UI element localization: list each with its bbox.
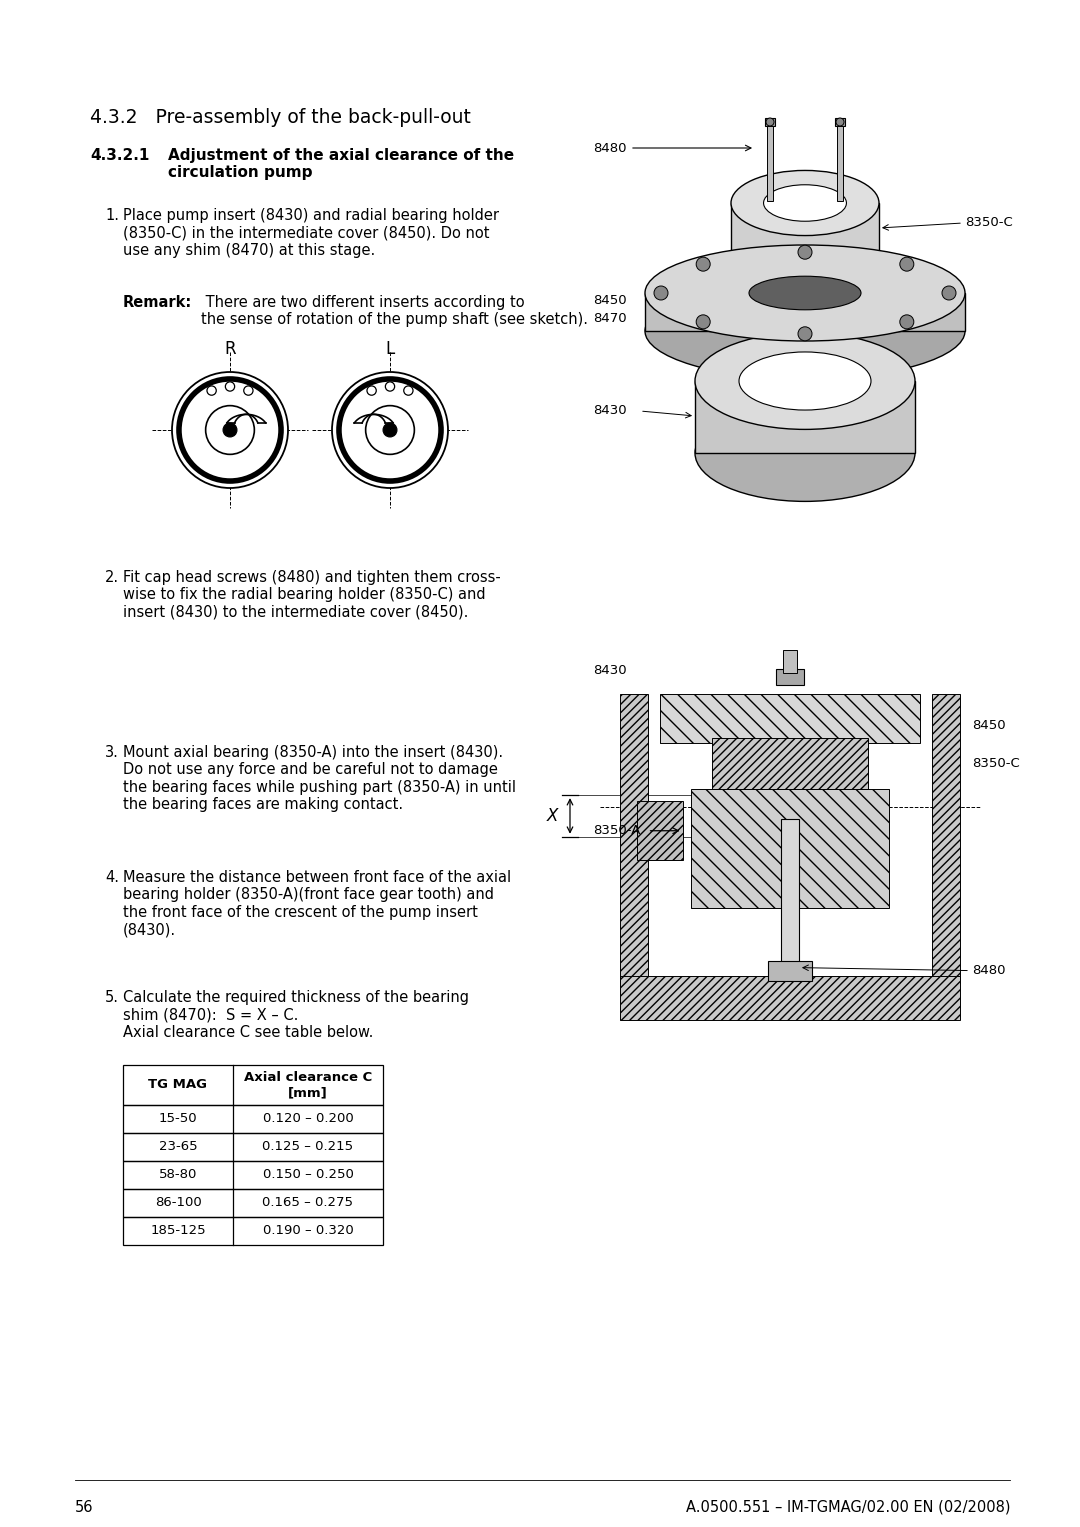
Circle shape <box>836 118 843 127</box>
Circle shape <box>367 386 376 395</box>
Text: 8430: 8430 <box>593 405 626 417</box>
Ellipse shape <box>696 333 915 429</box>
Bar <box>690 789 890 907</box>
Circle shape <box>386 382 394 391</box>
Text: 58-80: 58-80 <box>159 1168 198 1182</box>
Bar <box>637 802 683 860</box>
Bar <box>123 1106 383 1133</box>
Bar <box>123 1133 383 1161</box>
Ellipse shape <box>750 276 861 310</box>
Text: TG MAG: TG MAG <box>149 1078 207 1092</box>
Text: 8480: 8480 <box>972 964 1005 977</box>
Text: X: X <box>546 806 557 825</box>
Text: 4.3.2.1: 4.3.2.1 <box>90 148 149 163</box>
Bar <box>123 1217 383 1245</box>
Text: 8450: 8450 <box>593 295 626 307</box>
Ellipse shape <box>645 244 966 341</box>
Text: Fit cap head screws (8480) and tighten them cross-
wise to fix the radial bearin: Fit cap head screws (8480) and tighten t… <box>123 570 501 620</box>
Text: 8480: 8480 <box>593 142 626 154</box>
Bar <box>123 1161 383 1190</box>
Ellipse shape <box>731 171 879 235</box>
Text: L: L <box>386 341 394 359</box>
Text: 0.125 – 0.215: 0.125 – 0.215 <box>262 1141 353 1153</box>
Ellipse shape <box>764 185 847 221</box>
Ellipse shape <box>739 351 870 411</box>
Circle shape <box>697 257 711 272</box>
Text: R: R <box>225 341 235 359</box>
Bar <box>768 960 811 980</box>
Circle shape <box>798 246 812 260</box>
Ellipse shape <box>696 405 915 501</box>
Bar <box>660 695 920 742</box>
Text: Remark:: Remark: <box>123 295 192 310</box>
Text: Place pump insert (8430) and radial bearing holder
(8350-C) in the intermediate : Place pump insert (8430) and radial bear… <box>123 208 499 258</box>
Text: 3.: 3. <box>105 745 119 760</box>
Text: Calculate the required thickness of the bearing
shim (8470):  S = X – C.
Axial c: Calculate the required thickness of the … <box>123 989 469 1040</box>
Bar <box>932 695 960 983</box>
Bar <box>783 651 797 672</box>
Text: There are two different inserts according to
the sense of rotation of the pump s: There are two different inserts accordin… <box>201 295 588 327</box>
Text: 0.190 – 0.320: 0.190 – 0.320 <box>262 1225 353 1237</box>
Circle shape <box>207 386 216 395</box>
Circle shape <box>244 386 253 395</box>
Bar <box>837 127 843 202</box>
Text: 4.: 4. <box>105 870 119 886</box>
Circle shape <box>766 118 774 127</box>
Text: 23-65: 23-65 <box>159 1141 198 1153</box>
Bar <box>696 382 915 454</box>
Bar <box>123 1190 383 1217</box>
Text: 8450: 8450 <box>972 719 1005 731</box>
Bar <box>645 293 966 331</box>
Bar <box>620 976 960 1020</box>
Circle shape <box>205 406 255 455</box>
Text: 2.: 2. <box>105 570 119 585</box>
Bar <box>123 1064 383 1106</box>
Ellipse shape <box>731 232 879 298</box>
Circle shape <box>383 423 397 437</box>
Circle shape <box>366 406 415 455</box>
Text: 8350-A: 8350-A <box>593 825 640 837</box>
Text: 8470: 8470 <box>593 312 626 325</box>
Text: 8430: 8430 <box>593 664 626 676</box>
Text: 1.: 1. <box>105 208 119 223</box>
Circle shape <box>697 315 711 328</box>
Text: 15-50: 15-50 <box>159 1113 198 1125</box>
Bar <box>835 118 845 127</box>
Circle shape <box>900 257 914 272</box>
Text: A.0500.551 – IM-TGMAG/02.00 EN (02/2008): A.0500.551 – IM-TGMAG/02.00 EN (02/2008) <box>686 1500 1010 1515</box>
Bar <box>775 669 805 684</box>
Text: 0.120 – 0.200: 0.120 – 0.200 <box>262 1113 353 1125</box>
Bar <box>765 118 775 127</box>
Text: 0.165 – 0.275: 0.165 – 0.275 <box>262 1197 353 1209</box>
Text: 4.3.2   Pre-assembly of the back-pull-out: 4.3.2 Pre-assembly of the back-pull-out <box>90 108 471 127</box>
Bar <box>781 818 799 976</box>
Circle shape <box>404 386 413 395</box>
Bar <box>767 127 773 202</box>
Text: Axial clearance C
[mm]: Axial clearance C [mm] <box>244 1070 373 1099</box>
Text: Adjustment of the axial clearance of the
circulation pump: Adjustment of the axial clearance of the… <box>168 148 514 180</box>
Text: Measure the distance between front face of the axial
bearing holder (8350-A)(fro: Measure the distance between front face … <box>123 870 511 938</box>
Circle shape <box>224 423 237 437</box>
Circle shape <box>900 315 914 328</box>
Text: 5.: 5. <box>105 989 119 1005</box>
Text: Mount axial bearing (8350-A) into the insert (8430).
Do not use any force and be: Mount axial bearing (8350-A) into the in… <box>123 745 516 812</box>
Circle shape <box>942 286 956 299</box>
Circle shape <box>226 382 234 391</box>
Bar <box>731 203 879 266</box>
Ellipse shape <box>645 282 966 379</box>
Text: 56: 56 <box>75 1500 94 1515</box>
Circle shape <box>798 327 812 341</box>
Circle shape <box>332 373 448 489</box>
Text: 0.150 – 0.250: 0.150 – 0.250 <box>262 1168 353 1182</box>
Text: 185-125: 185-125 <box>150 1225 206 1237</box>
Circle shape <box>654 286 669 299</box>
Text: 8350-C: 8350-C <box>966 217 1013 229</box>
Circle shape <box>172 373 288 489</box>
Text: 86-100: 86-100 <box>154 1197 201 1209</box>
Bar <box>620 695 648 983</box>
Bar <box>712 738 868 789</box>
Text: 8350-C: 8350-C <box>972 757 1020 770</box>
